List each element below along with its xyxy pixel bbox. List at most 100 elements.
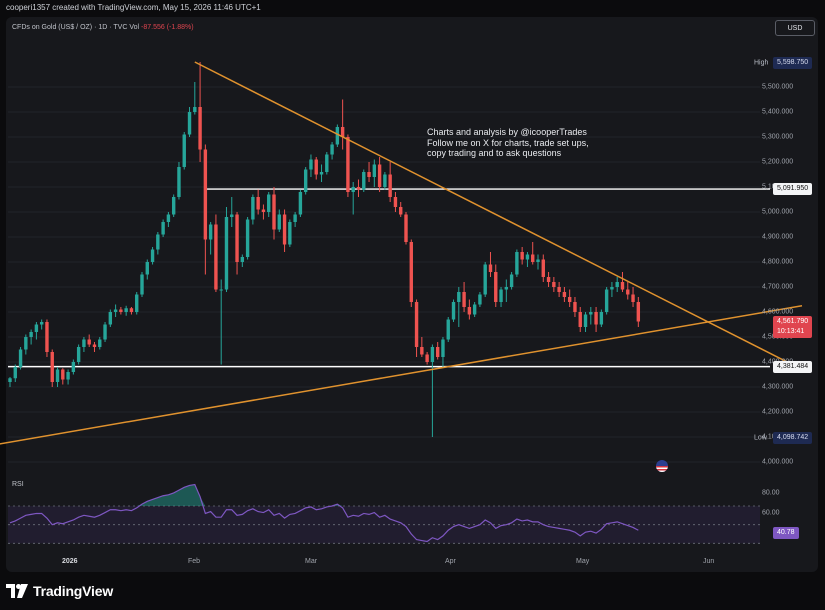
candle	[472, 302, 477, 317]
candle	[615, 277, 619, 292]
candle	[193, 82, 197, 115]
candle	[351, 182, 355, 215]
candle	[82, 337, 86, 352]
candle	[45, 319, 49, 357]
candle	[430, 344, 435, 437]
candle	[251, 194, 255, 225]
candle	[451, 299, 456, 322]
candle	[399, 202, 403, 217]
candle	[76, 344, 81, 365]
candle	[362, 169, 366, 192]
candle	[156, 232, 160, 255]
candle	[335, 124, 340, 147]
candle	[599, 309, 604, 327]
attribution-header: cooperi1357 created with TradingView.com…	[0, 0, 825, 16]
candle	[573, 297, 577, 317]
candle	[626, 282, 630, 300]
candle	[92, 342, 97, 352]
currency-button[interactable]: USD	[775, 20, 815, 36]
candle	[478, 292, 482, 307]
price-tick-label: 5,200.000	[762, 158, 794, 166]
price-tick-label: 5,500.000	[762, 83, 794, 91]
us-flag-event-icon[interactable]	[656, 460, 668, 472]
candle	[319, 164, 324, 182]
candle	[388, 162, 392, 202]
candle	[177, 162, 181, 200]
candle	[140, 272, 144, 297]
candle	[393, 192, 398, 212]
candle	[256, 189, 260, 215]
candle	[557, 282, 561, 297]
candle	[446, 317, 450, 342]
candle	[214, 214, 218, 292]
candle	[483, 262, 487, 297]
candle	[124, 305, 128, 316]
price-tick-label: 5,300.000	[762, 133, 794, 141]
candle	[409, 239, 413, 307]
candle	[314, 157, 318, 180]
candle	[267, 192, 271, 217]
price-tick-label: 5,400.000	[762, 108, 794, 116]
candle	[50, 349, 54, 387]
candle	[66, 369, 70, 385]
candle	[108, 309, 113, 327]
candle	[309, 154, 313, 177]
tradingview-logo-text: TradingView	[33, 583, 114, 599]
candles	[8, 62, 641, 437]
annotation-line-3: copy trading and to ask questions	[427, 148, 562, 158]
price-tick-label: 4,800.000	[762, 258, 794, 266]
candle	[198, 62, 202, 162]
candle	[546, 272, 551, 287]
high-label: High	[754, 59, 769, 67]
candle	[520, 247, 524, 265]
price-change: -87.556 (-1.88%)	[141, 24, 194, 31]
high-price-tag: 5,598.750	[773, 57, 813, 69]
candle	[224, 207, 229, 292]
candle	[55, 367, 60, 387]
current-price-value: 4,561.790	[777, 318, 809, 325]
candle	[531, 242, 535, 265]
low-price-tag: 4,098.742	[773, 432, 813, 444]
candle	[303, 167, 308, 195]
candle	[504, 279, 509, 302]
candle	[135, 292, 139, 315]
candle	[340, 99, 345, 150]
tradingview-logo-icon	[6, 584, 28, 598]
candle	[208, 222, 213, 255]
candle	[240, 254, 245, 267]
candle	[24, 334, 28, 355]
candle	[161, 219, 165, 237]
rsi-overbought-fill	[10, 484, 639, 506]
candle	[515, 249, 519, 277]
candle	[425, 352, 429, 365]
candle	[282, 209, 287, 252]
candle	[552, 277, 556, 292]
candle	[467, 299, 472, 320]
candle	[13, 364, 17, 382]
candle	[39, 319, 44, 330]
candle	[536, 254, 540, 270]
price-tick-label: 4,700.000	[762, 283, 794, 291]
candle	[594, 307, 598, 332]
price-tick-label: 5,000.000	[762, 208, 794, 216]
candle	[119, 307, 123, 315]
candle	[457, 287, 461, 327]
rsi-indicator-label: RSI	[12, 481, 24, 488]
candle	[8, 377, 12, 387]
candle	[383, 172, 387, 190]
candle	[562, 287, 567, 302]
tradingview-logo: TradingView	[6, 580, 113, 602]
candle	[113, 304, 118, 317]
candle-countdown: 10:13:41	[777, 328, 805, 335]
candle	[171, 194, 176, 217]
candle	[462, 282, 466, 312]
candle	[620, 272, 625, 292]
candle	[404, 212, 408, 245]
candle	[293, 212, 297, 227]
candle	[288, 219, 292, 247]
candle	[583, 312, 588, 332]
candle	[71, 359, 76, 375]
candle	[441, 337, 445, 367]
candle	[261, 204, 266, 220]
